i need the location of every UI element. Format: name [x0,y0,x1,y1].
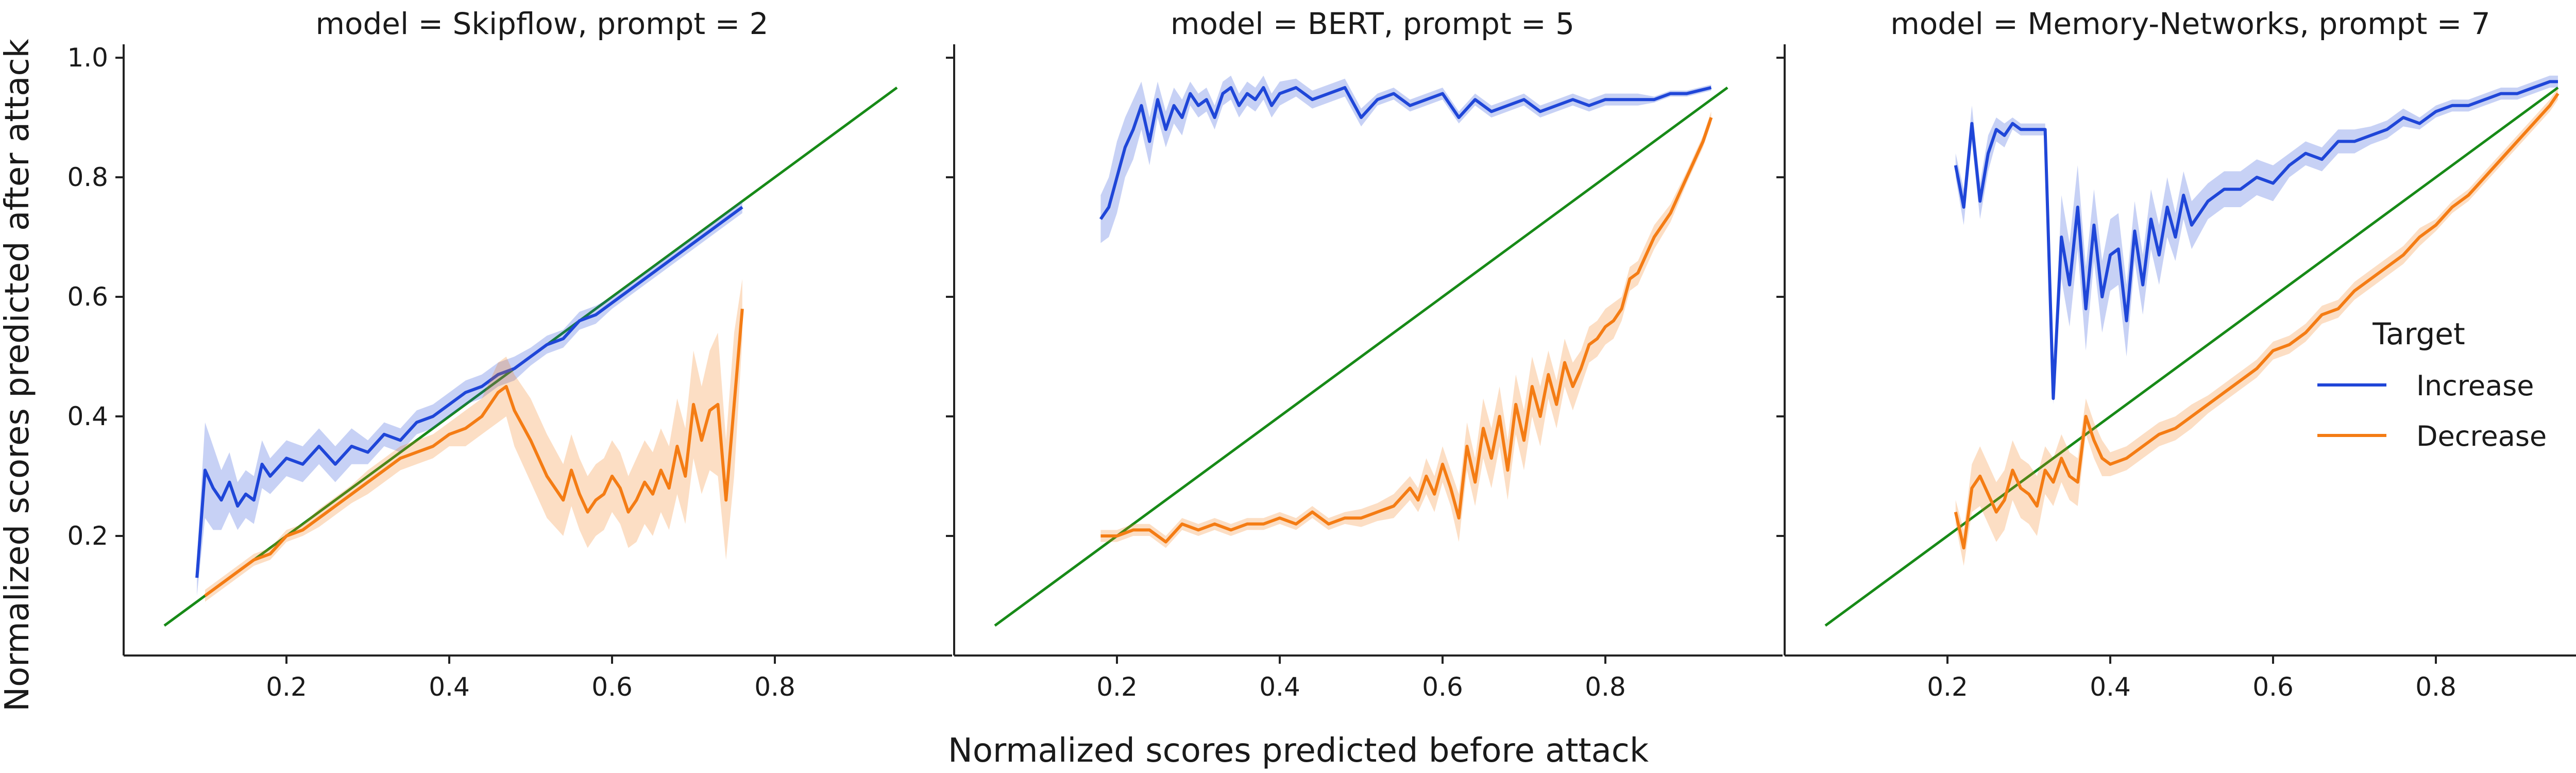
legend: Target Increase Decrease [2317,316,2547,452]
y-tick-label: 0.6 [67,282,108,312]
y-tick-label: 0.8 [67,162,108,192]
x-tick-label: 0.8 [754,672,795,702]
panel-1: model = Skipflow, prompt = 2 0.2 0.4 0.6 0.8… [67,6,952,702]
confidence-band-increase [197,201,742,596]
x-tick-label: 0.2 [1927,672,1968,702]
y-tick-label: 0.4 [67,401,108,431]
panel-3: model = Memory-Networks, prompt = 7 0.2 0.… [1776,6,2576,702]
confidence-band-decrease [1100,111,1711,548]
legend-label-decrease: Decrease [2416,420,2547,452]
x-tick-label: 0.6 [591,672,633,702]
series-line-increase [195,206,743,578]
panel-title: model = Skipflow, prompt = 2 [315,6,768,41]
diagonal-reference-line [1824,86,2559,627]
x-tick-label: 0.8 [1585,672,1626,702]
confidence-band-decrease [205,279,742,602]
x-tick-label: 0.6 [1422,672,1463,702]
series-line-decrease [204,308,744,597]
series-line-decrease [1954,92,2560,550]
panels: model = Skipflow, prompt = 2 0.2 0.4 0.6 0.8… [67,6,2576,702]
legend-label-increase: Increase [2416,369,2534,402]
x-tick-label: 0.2 [266,672,307,702]
panel-2: model = BERT, prompt = 5 0.2 0.4 0.6 0.8 [946,6,1783,702]
x-tick-label: 0.4 [2090,672,2131,702]
x-tick-label: 0.4 [429,672,470,702]
series-line-decrease [1100,117,1713,544]
x-tick-label: 0.8 [2415,672,2456,702]
x-axis-label: Normalized scores predicted before attac… [948,732,1649,770]
x-tick-label: 0.2 [1096,672,1138,702]
x-tick-label: 0.6 [2252,672,2294,702]
panel-title: model = Memory-Networks, prompt = 7 [1890,6,2490,41]
panel-title: model = BERT, prompt = 5 [1171,6,1574,41]
legend-title: Target [2372,316,2465,351]
y-tick-label: 1.0 [67,43,108,73]
series-line-increase [1099,86,1712,220]
diagonal-reference-line [994,86,1728,627]
x-tick-label: 0.4 [1259,672,1300,702]
confidence-band-increase [1955,75,2558,405]
y-tick-label: 0.2 [67,521,108,551]
y-axis-label: Normalized scores predicted after attack [0,39,37,712]
series-line-increase [1954,80,2558,400]
